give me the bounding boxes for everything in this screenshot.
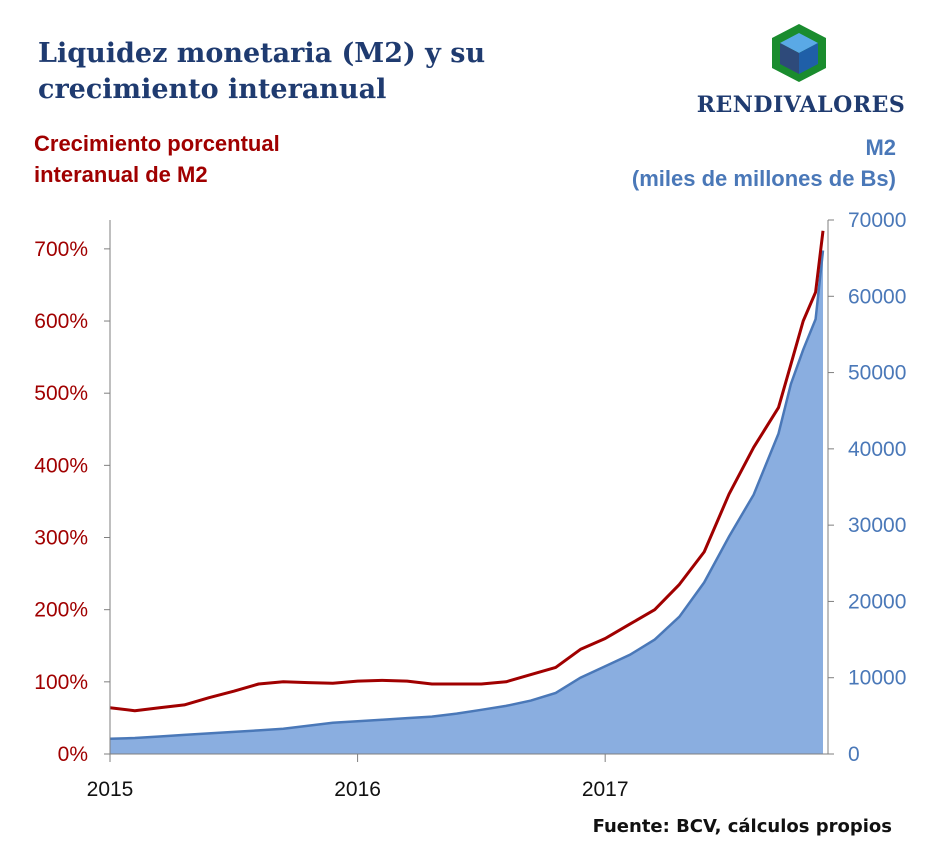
left-tick-label: 600% [34, 310, 88, 333]
right-tick-label: 20000 [848, 590, 906, 613]
right-tick-label: 60000 [848, 285, 906, 308]
right-tick-label: 70000 [848, 209, 906, 232]
left-tick-label: 300% [34, 527, 88, 550]
left-tick-label: 500% [34, 382, 88, 405]
right-tick-label: 30000 [848, 514, 906, 537]
left-tick-label: 0% [58, 743, 88, 766]
right-axis-label-line1: M2 [865, 135, 896, 160]
right-tick-label: 40000 [848, 438, 906, 461]
brand-name: RENDIVALORES [696, 92, 906, 118]
left-tick-label: 700% [34, 238, 88, 261]
growth-line [109, 230, 825, 713]
x-tick-label: 2017 [582, 778, 629, 801]
x-tick-label: 2015 [87, 778, 134, 801]
right-tick-label: 50000 [848, 362, 906, 385]
left-axis-label: Crecimiento porcentual interanual de M2 [34, 131, 280, 187]
m2-area-edge [109, 250, 825, 740]
m2-area [110, 250, 823, 754]
source-note: Fuente: BCV, cálculos propios [592, 816, 892, 837]
left-tick-label: 100% [34, 671, 88, 694]
right-tick-label: 0 [848, 743, 860, 766]
chart-title: Liquidez monetaria (M2) y su crecimiento… [38, 38, 486, 105]
brand-block: RENDIVALORES [696, 22, 906, 122]
x-tick-label: 2016 [334, 778, 381, 801]
right-axis-label-line2: (miles de millones de Bs) [631, 166, 896, 191]
right-tick-label: 10000 [848, 667, 906, 690]
right-axis-label: M2 (miles de millones de Bs) [576, 132, 896, 194]
left-tick-label: 400% [34, 454, 88, 477]
left-tick-label: 200% [34, 599, 88, 622]
rendivalores-logo-icon [772, 24, 826, 82]
